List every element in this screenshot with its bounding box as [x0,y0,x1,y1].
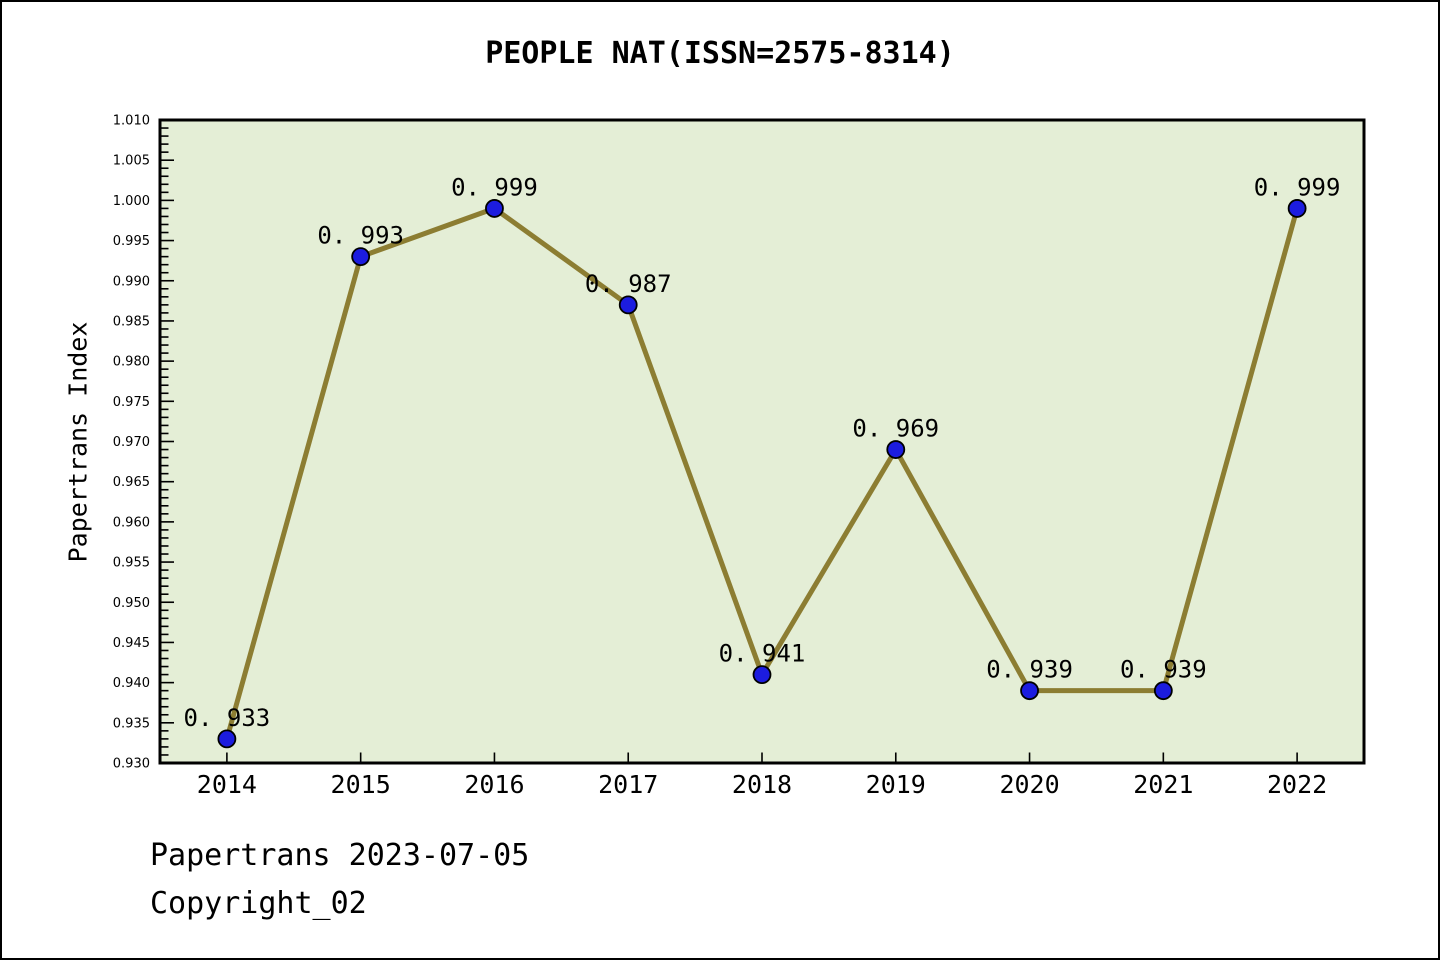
data-point-label: 0. 999 [1254,173,1341,201]
data-point-label: 0. 969 [852,415,939,443]
y-tick-label: 1.010 [113,114,150,129]
data-point-marker [886,440,906,459]
y-tick-label: 0.965 [113,475,150,490]
data-point-label: 0. 939 [986,656,1073,684]
x-axis-ticks: 2014 2015 2016 2017 2018 2019 2020 2021 2022 [197,752,1327,799]
data-point-marker [1287,199,1307,218]
x-tick-label: 2015 [331,770,391,799]
data-point-label: 0. 987 [585,270,672,298]
plot-frame [158,118,1366,765]
data-point-marker [217,729,237,749]
y-tick-label: 0.945 [113,636,150,651]
data-point-marker [618,295,638,315]
y-tick-label: 0.930 [113,757,150,772]
y-tick-label: 0.980 [113,355,150,370]
y-tick-label: 0.950 [113,596,150,611]
y-tick-label: 0.940 [113,676,150,691]
y-tick-label: 0.955 [113,556,150,571]
data-point-marker [485,199,504,218]
chart-title: PEOPLE NAT(ISSN=2575-8314) [485,36,955,71]
x-tick-label: 2021 [1133,770,1193,799]
x-tick-label: 2022 [1267,770,1327,799]
y-tick-label: 0.995 [113,234,150,249]
x-tick-label: 2014 [197,770,257,799]
data-point-label: 0. 993 [317,222,404,250]
x-tick-label: 2017 [598,770,658,799]
y-tick-label: 1.005 [113,154,150,169]
y-tick-label: 1.000 [113,194,150,209]
x-tick-label: 2020 [999,770,1059,799]
data-point-label: 0. 999 [451,173,538,201]
y-tick-label: 0.975 [113,395,150,410]
footer-copyright: Copyright_02 [150,886,367,921]
x-tick-label: 2016 [464,770,524,799]
y-tick-label: 0.960 [113,515,150,530]
data-point-label: 0. 941 [719,640,806,668]
plot-background [160,120,1364,763]
y-tick-label: 0.935 [113,716,150,731]
data-points: 0. 933 0. 993 0. 999 0. 987 0. 941 0. 969 0. 9… [184,173,1341,749]
data-point-marker [351,247,371,267]
y-axis-ticks: 0.930 0.935 0.940 0.945 0.950 0.955 0.960 0.965… [113,114,174,772]
data-point-marker [1020,681,1039,701]
x-tick-label: 2018 [732,770,792,799]
data-point-label: 0. 933 [184,704,271,732]
data-point-marker [752,665,772,684]
y-tick-label: 0.990 [113,274,150,289]
data-point-label: 0. 939 [1120,656,1207,684]
y-tick-label: 0.970 [113,435,150,450]
y-tick-label: 0.985 [113,314,150,329]
data-point-marker [1153,681,1173,701]
footer-source-date: Papertrans 2023-07-05 [150,838,530,873]
x-tick-label: 2019 [866,770,926,799]
